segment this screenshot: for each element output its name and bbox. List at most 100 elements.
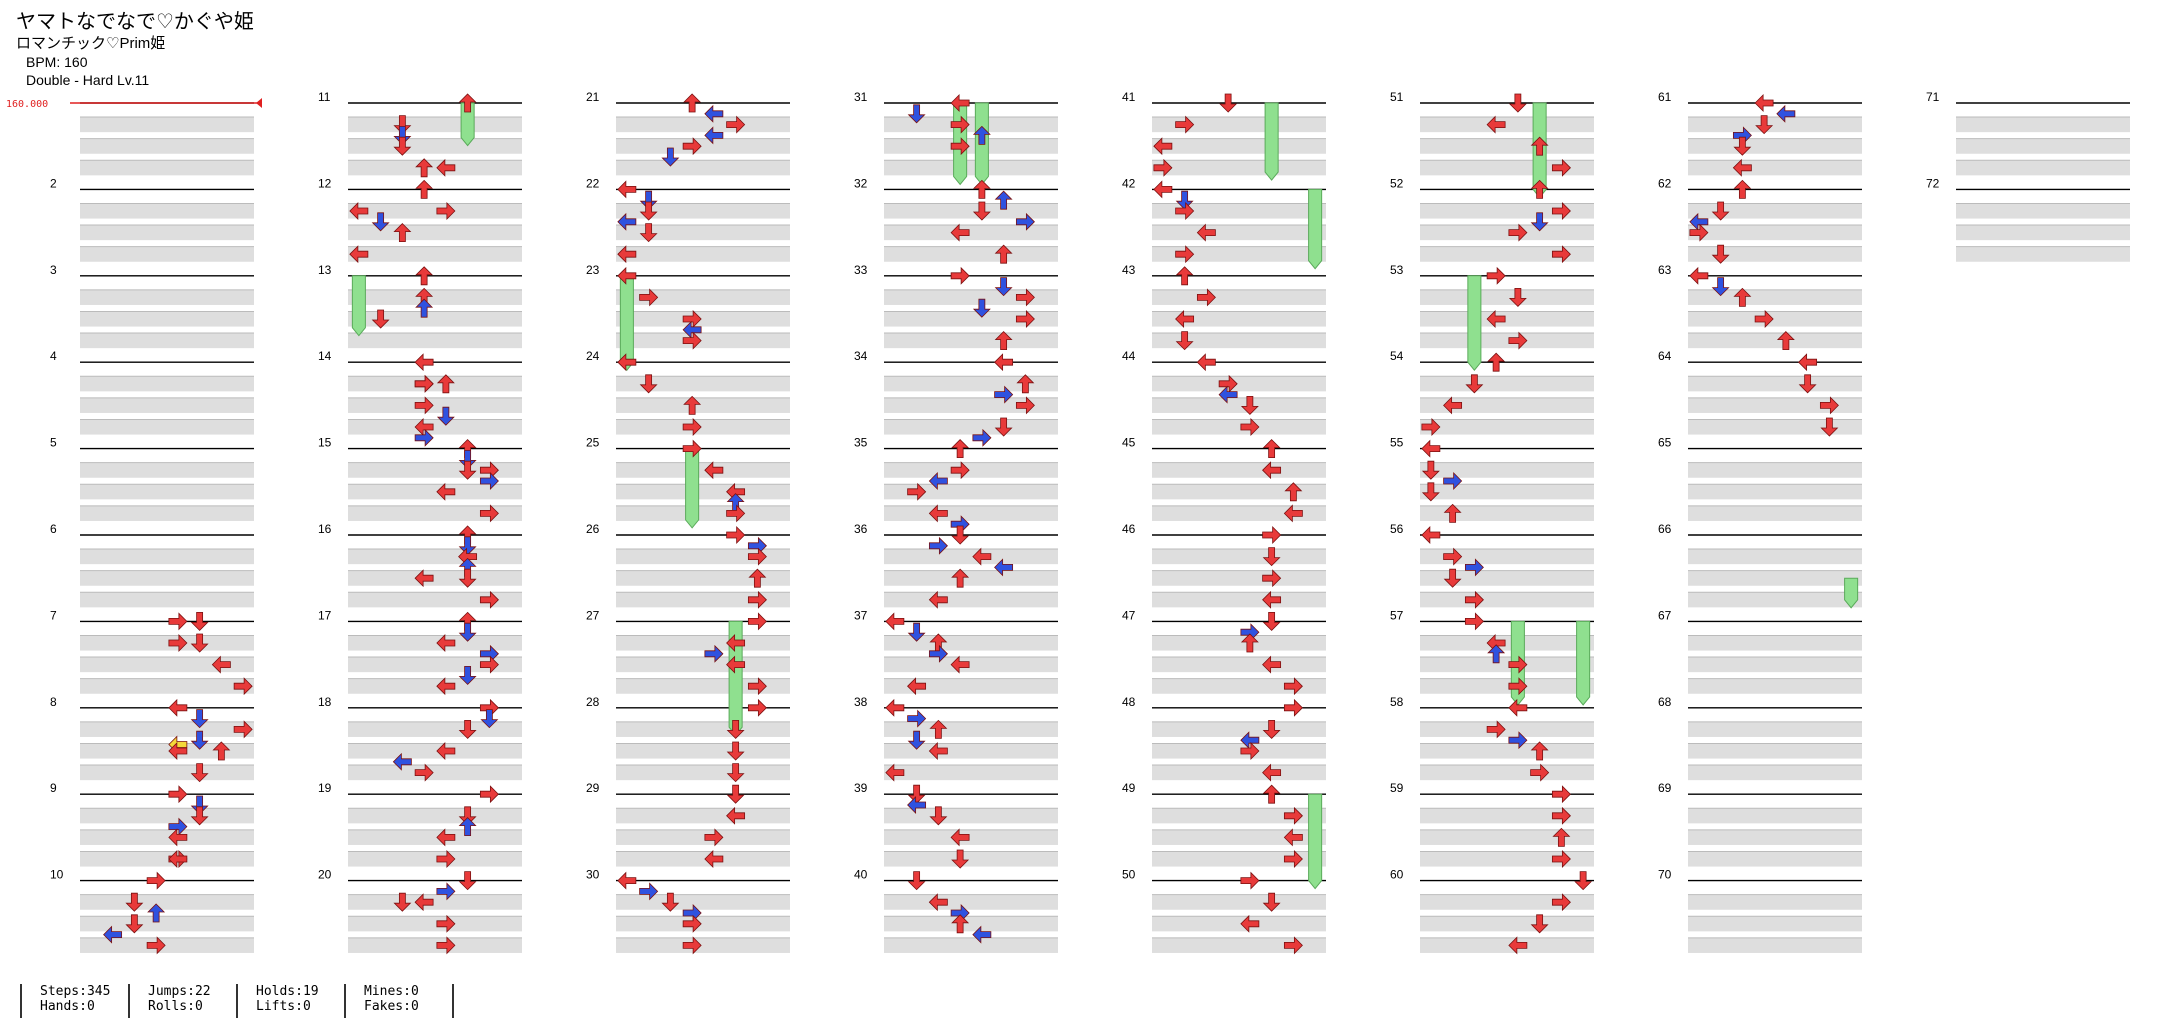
arrow-icon <box>1530 212 1549 232</box>
hold-note <box>1308 188 1323 270</box>
arrow-note <box>1421 439 1441 458</box>
arrow-note <box>479 655 499 674</box>
measure-number: 6 <box>50 522 57 536</box>
arrow-note <box>704 644 724 663</box>
arrow-icon <box>726 504 746 523</box>
arrow-icon <box>929 806 948 826</box>
measure-number: 20 <box>318 868 332 882</box>
beat-band <box>884 937 1058 953</box>
arrow-icon <box>415 266 434 286</box>
arrow-note <box>190 730 209 750</box>
beat-band <box>1152 333 1326 349</box>
measure-number: 3 <box>50 263 57 277</box>
beat-band <box>1152 462 1326 478</box>
beat-band <box>348 916 522 932</box>
beat-band <box>1688 765 1862 781</box>
arrow-icon <box>1530 763 1550 782</box>
stat-group: Steps:345 Hands:0 <box>20 984 128 1018</box>
beat-band <box>80 117 254 133</box>
arrow-note <box>1421 460 1440 480</box>
bpm-info: BPM: 160 <box>26 54 88 70</box>
arrow-icon <box>639 288 659 307</box>
arrow-note <box>747 698 767 717</box>
arrow-icon <box>951 849 970 869</box>
arrow-note <box>1486 310 1506 328</box>
arrow-note <box>683 93 702 113</box>
beat-band <box>1956 246 2130 262</box>
measure-number: 47 <box>1122 608 1136 622</box>
arrow-icon <box>682 439 702 458</box>
beat-band <box>884 657 1058 673</box>
beat-band <box>1152 419 1326 435</box>
arrow-note <box>704 104 724 123</box>
beat-band <box>348 721 522 737</box>
arrow-icon <box>1421 482 1440 502</box>
arrow-icon <box>146 871 166 890</box>
arrow-icon <box>212 741 231 761</box>
beat-band <box>1420 592 1594 608</box>
arrow-note <box>907 104 926 124</box>
measure-number: 50 <box>1122 868 1136 882</box>
hold-note <box>1467 275 1482 371</box>
beat-band <box>1152 484 1326 500</box>
song-title: ヤマトなでなで♡かぐや姫 <box>16 11 254 33</box>
arrow-note <box>436 850 456 868</box>
measure-number: 49 <box>1122 781 1136 795</box>
arrow-note <box>950 94 970 112</box>
arrow-note <box>1508 331 1528 350</box>
steps-count: Steps:345 <box>40 984 111 999</box>
arrow-icon <box>1015 310 1035 328</box>
arrow-icon <box>1262 892 1281 912</box>
arrow-icon <box>168 634 188 652</box>
arrow-icon <box>704 461 724 480</box>
measure-number: 10 <box>50 868 64 882</box>
beat-band <box>1152 635 1326 651</box>
arrow-icon <box>1153 180 1173 199</box>
beat-band <box>616 657 790 673</box>
beat-band <box>1152 397 1326 413</box>
arrow-icon <box>1711 201 1730 221</box>
arrow-icon <box>1711 277 1730 297</box>
beat-band <box>1420 160 1594 176</box>
arrow-note <box>168 850 188 868</box>
beat-band <box>1688 937 1862 953</box>
arrow-icon <box>146 936 166 955</box>
arrow-note <box>1262 892 1281 912</box>
beat-band <box>884 549 1058 565</box>
beat-band <box>884 333 1058 349</box>
beat-band <box>1152 505 1326 521</box>
arrow-icon <box>1240 731 1260 750</box>
arrow-note <box>1464 590 1484 609</box>
arrow-icon <box>436 828 456 847</box>
arrow-note <box>704 126 724 145</box>
arrow-note <box>458 568 477 588</box>
arrow-note <box>928 590 948 609</box>
arrow-note <box>1487 352 1506 372</box>
arrow-note <box>1015 310 1035 328</box>
arrow-note <box>436 828 456 847</box>
beat-band <box>884 765 1058 781</box>
arrow-icon <box>1486 115 1506 134</box>
arrow-note <box>639 223 658 243</box>
beat-band <box>80 376 254 392</box>
measure-number: 41 <box>1122 90 1136 104</box>
arrow-note <box>1421 482 1440 502</box>
arrow-note <box>1689 266 1709 285</box>
arrow-icon <box>414 353 434 372</box>
stat-divider <box>452 984 455 1018</box>
arrow-note <box>682 914 702 933</box>
arrow-icon <box>1283 850 1303 868</box>
arrow-note <box>682 331 702 350</box>
arrow-icon <box>1015 288 1035 307</box>
beat-band <box>616 570 790 586</box>
arrow-note <box>747 677 767 696</box>
measure-number: 30 <box>586 868 600 882</box>
arrow-icon <box>726 115 746 134</box>
arrow-icon <box>1508 655 1528 674</box>
arrow-note <box>458 720 477 739</box>
beat-band <box>1420 894 1594 910</box>
arrow-icon <box>1421 526 1441 544</box>
measure-number: 28 <box>586 695 600 709</box>
arrow-icon <box>414 569 434 588</box>
arrow-note <box>907 622 926 642</box>
